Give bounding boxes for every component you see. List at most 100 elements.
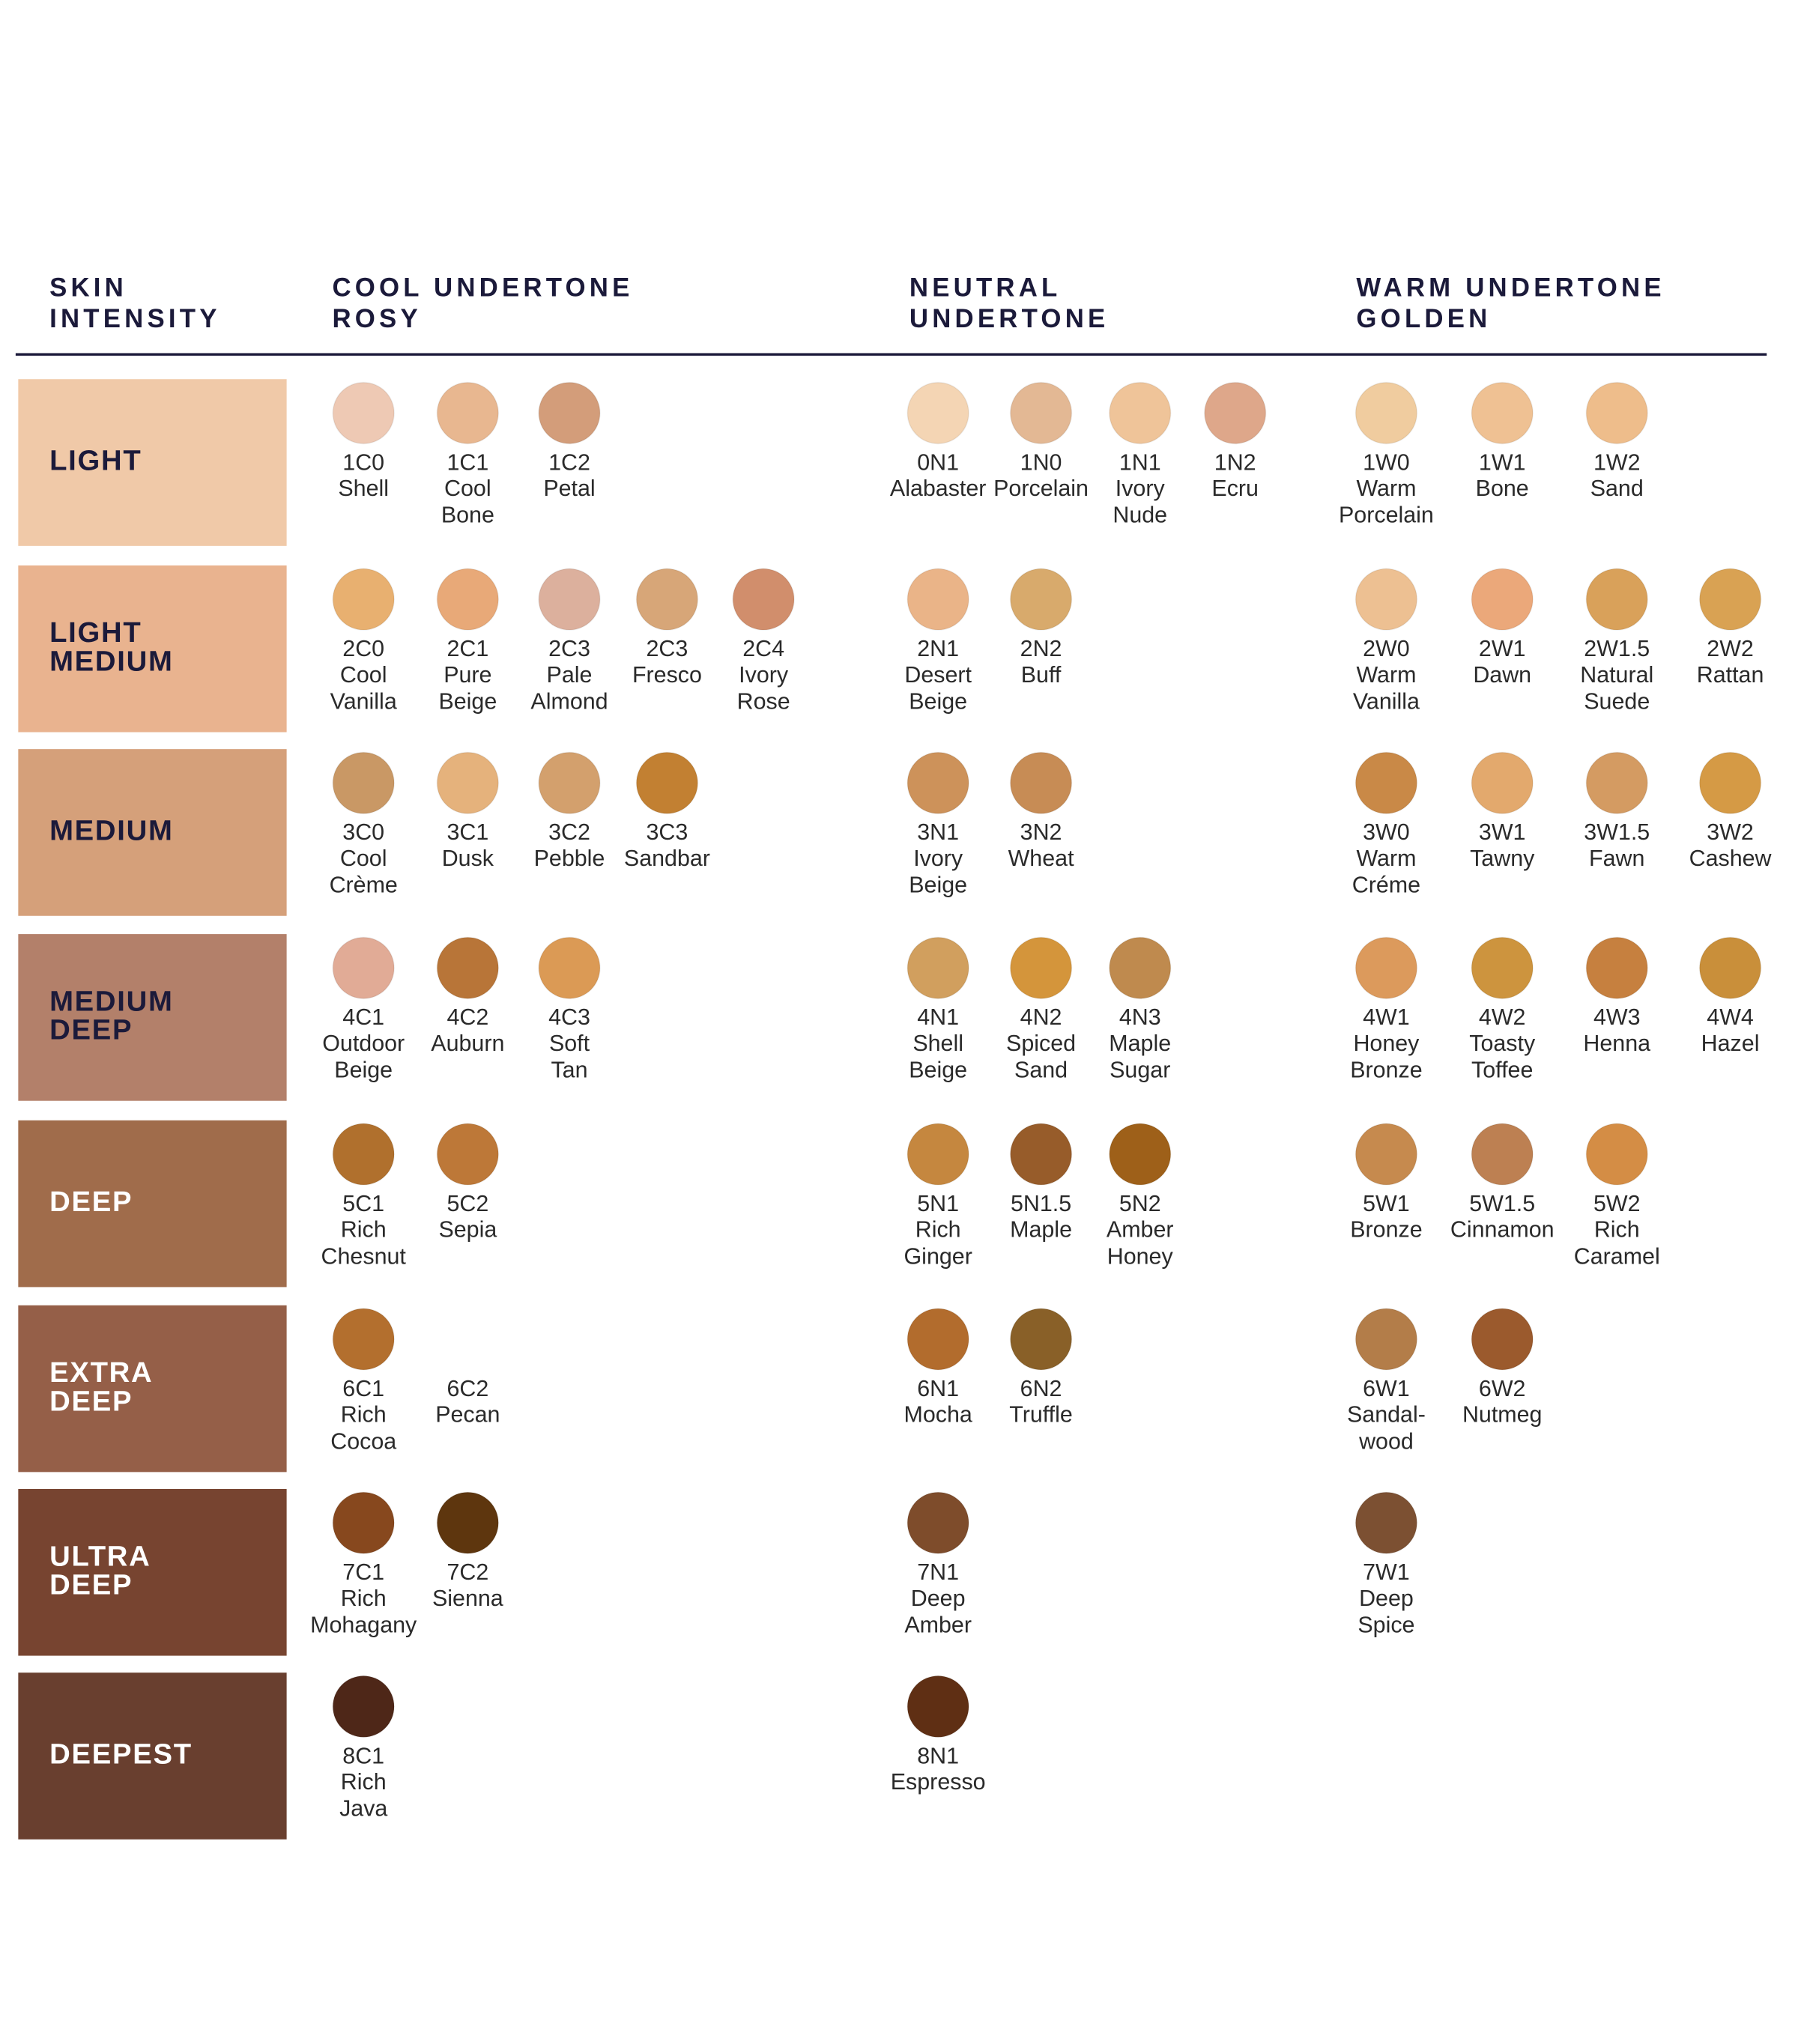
shade-swatch <box>538 751 601 815</box>
shade-code: 2C3 <box>548 636 590 661</box>
shade-name: Maple <box>1109 1031 1171 1056</box>
shade-name: Shell <box>912 1031 963 1056</box>
shade-code: 4N3 <box>1119 1004 1161 1030</box>
shade-swatch <box>1009 751 1073 815</box>
shade-name: Warm <box>1356 846 1416 871</box>
shade-swatch <box>332 751 395 815</box>
shade-name: Espresso <box>891 1769 986 1795</box>
shade-swatch <box>906 936 969 1000</box>
shade-name: Bronze <box>1350 1058 1422 1083</box>
shade-swatch <box>1109 936 1172 1000</box>
shade-name: Vanilla <box>1353 688 1420 714</box>
shade-swatch <box>332 1308 395 1371</box>
shade-name: Almond <box>530 688 608 714</box>
shade-code: 2C0 <box>342 636 384 661</box>
intensity-label: ULTRA <box>49 1540 151 1572</box>
shade-code: 3C2 <box>548 819 590 845</box>
shade-code: 1C1 <box>447 449 488 475</box>
intensity-label: EXTRA <box>49 1356 153 1389</box>
shade-code: 5C2 <box>447 1191 488 1216</box>
shade-code: 7C2 <box>447 1559 488 1585</box>
shade-swatch <box>732 568 795 631</box>
intensity-label: DEEP <box>49 1569 133 1601</box>
shade-name: Outdoor <box>322 1031 405 1056</box>
shade-code: 1C2 <box>548 449 590 475</box>
shade-code: 1W2 <box>1593 449 1641 475</box>
shade-swatch <box>1354 751 1418 815</box>
shade-name: Maple <box>1010 1217 1072 1243</box>
shade-swatch <box>332 936 395 1000</box>
shade-code: 3W1.5 <box>1584 819 1650 845</box>
shade-name: Porcelain <box>993 476 1089 501</box>
intensity-swatch <box>18 934 287 1101</box>
shade-code: 7N1 <box>917 1559 959 1585</box>
shade-name: Ginger <box>904 1243 972 1269</box>
shade-name: Ivory <box>739 662 789 688</box>
shade-name: Sand <box>1014 1058 1068 1083</box>
shade-swatch <box>1471 381 1534 445</box>
shade-name: Honey <box>1353 1031 1420 1056</box>
shade-code: 2N2 <box>1020 636 1062 661</box>
shade-swatch <box>1009 1308 1073 1371</box>
shade-code: 4N1 <box>917 1004 959 1030</box>
shade-name: Rich <box>341 1217 387 1243</box>
shade-name: Pale <box>547 662 593 688</box>
shade-name: Toasty <box>1469 1031 1536 1056</box>
shade-code: 3W0 <box>1363 819 1410 845</box>
shade-name: Bronze <box>1350 1217 1422 1243</box>
column-header: WARM UNDERTONE <box>1356 273 1665 302</box>
shade-code: 4C3 <box>548 1004 590 1030</box>
shade-swatch <box>436 381 500 445</box>
shade-name: Beige <box>909 688 967 714</box>
shade-code: 1W0 <box>1363 449 1410 475</box>
shade-swatch <box>906 381 969 445</box>
shade-swatch <box>1009 936 1073 1000</box>
shade-code: 4W1 <box>1363 1004 1410 1030</box>
shade-code: 6N2 <box>1020 1376 1062 1401</box>
shade-name: Hazel <box>1701 1031 1760 1056</box>
shade-name: Amber <box>1107 1217 1174 1243</box>
shade-code: 4W3 <box>1593 1004 1641 1030</box>
shade-swatch <box>1009 568 1073 631</box>
shade-name: Porcelain <box>1339 503 1434 528</box>
shade-code: 8C1 <box>342 1743 384 1768</box>
shade-name: Suede <box>1584 688 1650 714</box>
intensity-label: DEEP <box>49 1186 133 1218</box>
column-header: SKIN <box>49 273 127 302</box>
shade-name: Amber <box>904 1612 972 1637</box>
shade-name: Shell <box>338 476 389 501</box>
shade-swatch <box>1698 568 1762 631</box>
shade-code: 7W1 <box>1363 1559 1410 1585</box>
shade-swatch <box>1471 568 1534 631</box>
shade-code: 2W2 <box>1707 636 1754 661</box>
shade-name: Tawny <box>1470 846 1535 871</box>
column-header: COOL UNDERTONE <box>332 273 633 302</box>
shade-code: 2C1 <box>447 636 488 661</box>
shade-name: Desert <box>904 662 972 688</box>
shade-swatch <box>1009 1123 1073 1186</box>
shade-code: 5W1 <box>1363 1191 1410 1216</box>
shade-swatch <box>436 568 500 631</box>
intensity-label: MEDIUM <box>49 815 174 847</box>
shade-swatch <box>1354 1308 1418 1371</box>
shade-name: Fresco <box>632 662 702 688</box>
shade-code: 6C1 <box>342 1376 384 1401</box>
shade-code: 4N2 <box>1020 1004 1062 1030</box>
shade-name: Tan <box>551 1058 587 1083</box>
shade-code: 0N1 <box>917 449 959 475</box>
shade-code: 7C1 <box>342 1559 384 1585</box>
shade-name: Dawn <box>1473 662 1531 688</box>
shade-name: Buff <box>1021 662 1062 688</box>
shade-code: 4W4 <box>1707 1004 1754 1030</box>
shade-name: Cinnamon <box>1450 1217 1555 1243</box>
shade-code: 4W2 <box>1479 1004 1526 1030</box>
shade-name: Beige <box>334 1058 393 1083</box>
shade-code: 4C2 <box>447 1004 488 1030</box>
shade-swatch <box>1354 568 1418 631</box>
shade-name: Warm <box>1356 662 1416 688</box>
shade-name: Natural <box>1580 662 1653 688</box>
shade-code: 2W1.5 <box>1584 636 1650 661</box>
shade-code: 3N1 <box>917 819 959 845</box>
shade-code: 6W1 <box>1363 1376 1410 1401</box>
shade-code: 8N1 <box>917 1743 959 1768</box>
